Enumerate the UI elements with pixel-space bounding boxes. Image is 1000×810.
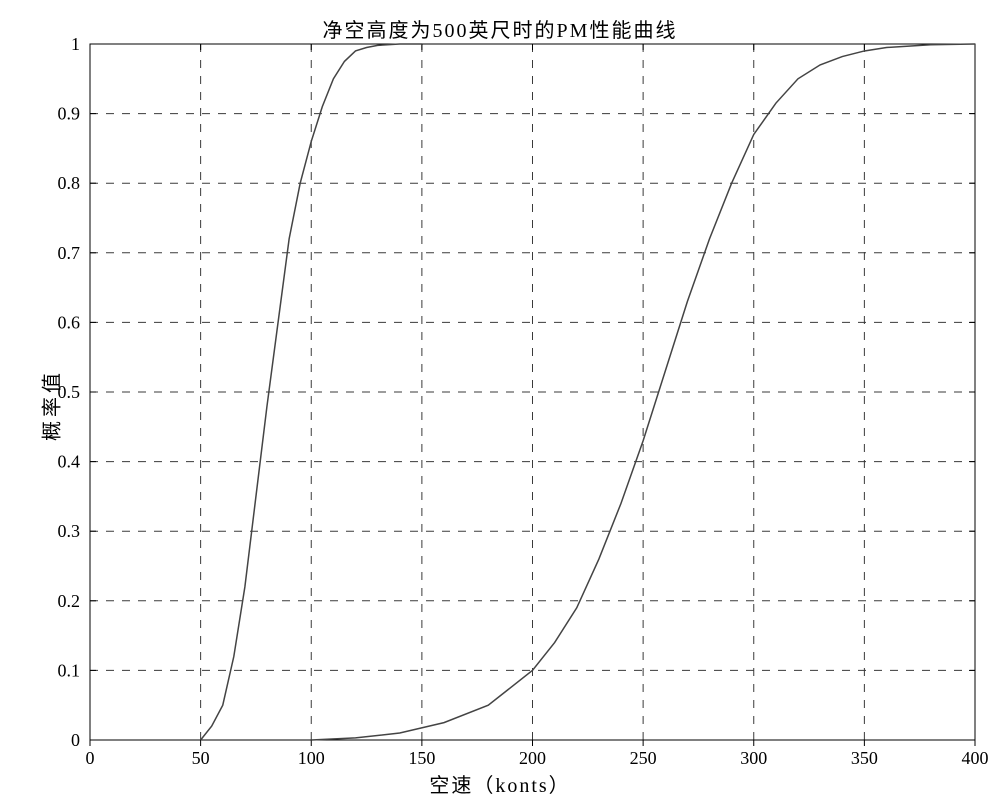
x-tick-label: 250 bbox=[630, 748, 657, 768]
x-tick-label: 150 bbox=[408, 748, 435, 768]
chart-title: 净空高度为500英尺时的PM性能曲线 bbox=[0, 14, 1000, 43]
y-tick-label: 0.7 bbox=[58, 243, 81, 263]
x-tick-label: 200 bbox=[519, 748, 546, 768]
chart-container: 净空高度为500英尺时的PM性能曲线 概率值 空速（konts） 0501001… bbox=[0, 0, 1000, 810]
y-tick-label: 0.8 bbox=[58, 173, 81, 193]
chart-svg: 05010015020025030035040000.10.20.30.40.5… bbox=[0, 0, 1000, 810]
x-tick-label: 350 bbox=[851, 748, 878, 768]
x-tick-label: 100 bbox=[298, 748, 325, 768]
x-axis-label: 空速（konts） bbox=[0, 769, 1000, 798]
y-tick-label: 0.6 bbox=[58, 312, 81, 332]
y-tick-label: 0.4 bbox=[58, 452, 81, 472]
x-tick-label: 300 bbox=[740, 748, 767, 768]
x-tick-label: 50 bbox=[192, 748, 210, 768]
curve-left bbox=[201, 44, 422, 740]
x-tick-label: 400 bbox=[962, 748, 989, 768]
y-tick-label: 0.1 bbox=[58, 660, 81, 680]
y-tick-label: 0 bbox=[71, 730, 80, 750]
y-tick-label: 0.2 bbox=[58, 591, 81, 611]
x-tick-label: 0 bbox=[86, 748, 95, 768]
y-tick-label: 0.3 bbox=[58, 521, 81, 541]
y-tick-label: 0.9 bbox=[58, 104, 81, 124]
y-axis-label: 概率值 bbox=[36, 369, 65, 441]
